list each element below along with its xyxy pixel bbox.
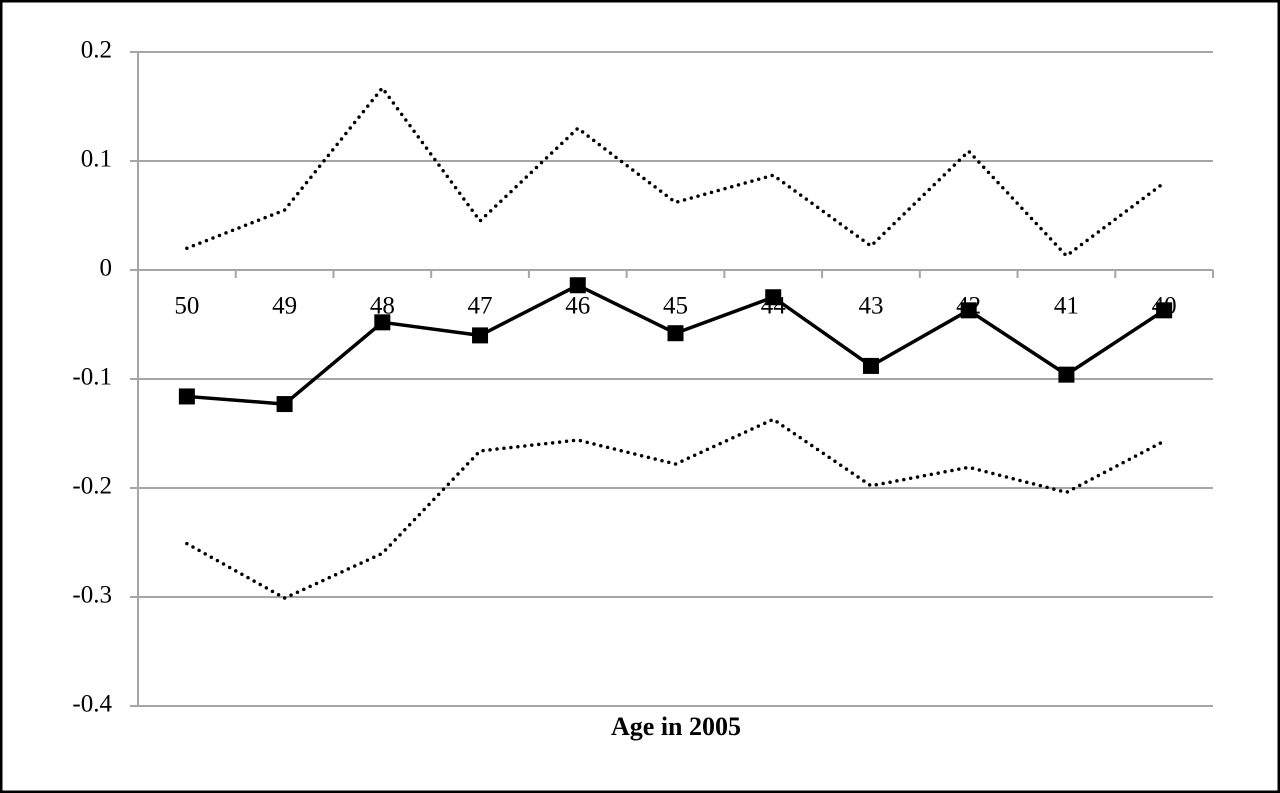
x-tick-label: 43	[858, 293, 883, 320]
y-tick-label: 0.2	[81, 37, 112, 64]
y-tick-label: -0.3	[72, 582, 112, 609]
y-tick-label: -0.1	[72, 364, 112, 391]
y-tick-label: 0	[100, 255, 113, 282]
marker	[667, 325, 684, 342]
x-tick-label: 47	[468, 293, 493, 320]
marker	[276, 396, 293, 413]
marker	[1156, 302, 1173, 319]
y-tick-label: 0.1	[81, 146, 112, 173]
x-tick-label: 50	[174, 293, 199, 320]
marker	[472, 327, 489, 344]
marker	[1058, 366, 1075, 383]
marker	[960, 302, 977, 319]
marker	[178, 388, 195, 405]
y-tick-label: -0.4	[72, 691, 112, 718]
marker	[569, 277, 586, 294]
marker	[862, 357, 879, 374]
x-tick-label: 45	[663, 293, 688, 320]
x-tick-label: 49	[272, 293, 297, 320]
marker	[374, 314, 391, 331]
x-tick-label: 46	[565, 293, 590, 320]
x-tick-label: 41	[1054, 293, 1079, 320]
series-line	[185, 417, 1166, 601]
y-tick-label: -0.2	[72, 473, 112, 500]
series-line	[185, 85, 1166, 259]
x-axis-label: Age in 2005	[611, 712, 741, 741]
marker	[765, 289, 782, 306]
